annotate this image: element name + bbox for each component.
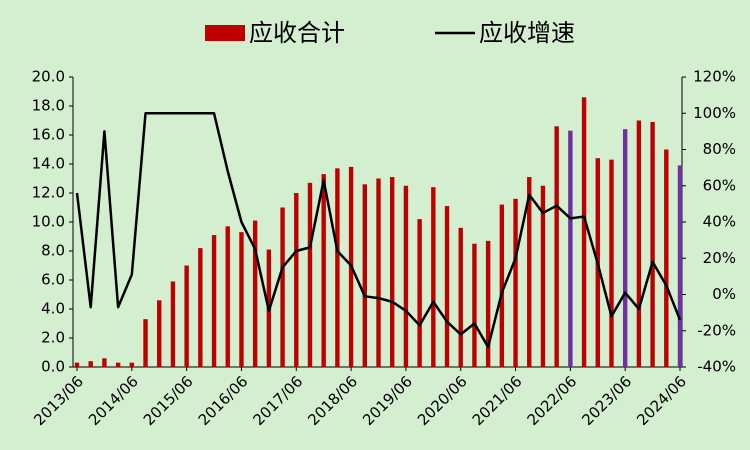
- bar: [280, 207, 285, 367]
- bar: [239, 232, 244, 367]
- bar: [321, 174, 326, 367]
- y-tick-label: 8.0: [41, 242, 65, 260]
- bar: [115, 362, 121, 367]
- bar: [499, 204, 505, 367]
- bar: [664, 149, 669, 367]
- bar: [362, 184, 367, 367]
- bar: [307, 182, 313, 367]
- bar: [636, 120, 642, 367]
- y2-tick-label: 120%: [693, 68, 736, 86]
- line: [75, 112, 682, 349]
- bar: [170, 281, 176, 367]
- y-tick-label: 12.0: [32, 184, 65, 202]
- bar: [252, 220, 258, 367]
- bar: [403, 185, 409, 367]
- bar: [390, 177, 395, 367]
- y-tick-label: 4.0: [41, 300, 65, 318]
- bar: [431, 187, 436, 367]
- bar: [527, 177, 532, 367]
- bar: [184, 265, 189, 367]
- y-tick-label: 6.0: [41, 271, 65, 289]
- bar: [102, 358, 107, 367]
- bar: [609, 159, 614, 367]
- bar: [335, 168, 340, 367]
- bar: [554, 126, 559, 367]
- bar: [622, 129, 628, 367]
- y-tick-label: 16.0: [32, 126, 65, 144]
- bar: [568, 130, 573, 367]
- bar: [211, 235, 217, 367]
- y-tick-label: 2.0: [41, 329, 65, 347]
- y-tick-label: 0.0: [41, 358, 65, 376]
- y2-tick-label: 80%: [703, 140, 736, 158]
- bar: [417, 219, 422, 367]
- bar: [485, 240, 491, 367]
- bar: [472, 243, 477, 367]
- bar: [513, 198, 518, 367]
- y2-tick-label: 20%: [703, 249, 736, 267]
- bar: [88, 361, 93, 367]
- bar: [444, 206, 450, 367]
- y-tick-label: 20.0: [32, 68, 65, 86]
- bar: [677, 165, 683, 367]
- y-tick-label: 10.0: [32, 213, 65, 231]
- bar: [376, 178, 381, 367]
- bar: [129, 362, 135, 367]
- y-tick-label: 18.0: [32, 97, 65, 115]
- bar: [143, 319, 148, 367]
- y2-tick-label: 0%: [712, 285, 736, 303]
- legend-label: 应收合计: [249, 19, 345, 47]
- bar: [581, 97, 587, 368]
- legend-swatch: [205, 25, 245, 41]
- y-tick-label: 14.0: [32, 155, 65, 173]
- bar: [74, 362, 80, 367]
- y2-tick-label: 60%: [703, 176, 736, 194]
- legend-label: 应收增速: [479, 19, 575, 47]
- y2-tick-label: 100%: [693, 104, 736, 122]
- bar: [157, 300, 162, 367]
- bar: [198, 248, 203, 367]
- bar: [650, 121, 655, 367]
- bar: [458, 227, 463, 367]
- y2-tick-label: -40%: [697, 358, 736, 376]
- y2-tick-label: 40%: [703, 213, 736, 231]
- y2-tick-label: -20%: [697, 321, 736, 339]
- bar: [294, 193, 299, 367]
- bar: [540, 185, 546, 367]
- bar: [225, 226, 230, 367]
